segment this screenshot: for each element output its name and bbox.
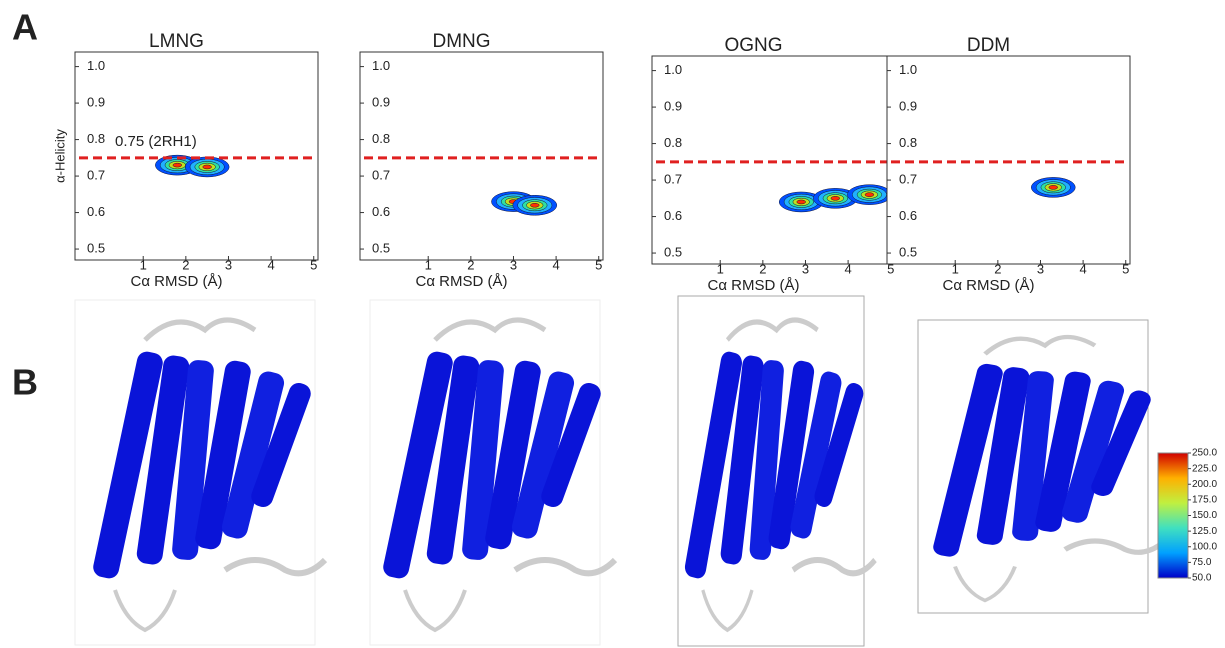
colorbar-tick-label: 225.0: [1192, 463, 1217, 474]
y-tick-label: 0.8: [372, 131, 390, 146]
y-tick-label: 0.7: [87, 168, 105, 183]
x-axis-label: Cα RMSD (Å): [131, 273, 223, 290]
density-contour: [203, 165, 212, 169]
y-tick-label: 0.6: [87, 204, 105, 219]
y-tick-label: 0.8: [899, 135, 917, 150]
y-tick-label: 0.9: [372, 95, 390, 110]
y-tick-label: 1.0: [664, 62, 682, 77]
density-contour: [797, 200, 806, 204]
y-tick-label: 0.6: [899, 208, 917, 223]
y-tick-label: 1.0: [87, 58, 105, 73]
colorbar-tick-label: 100.0: [1192, 541, 1217, 552]
y-tick-label: 0.5: [899, 244, 917, 259]
colorbar-tick-label: 75.0: [1192, 557, 1212, 568]
plot-area: [887, 56, 1130, 264]
plot-area: [360, 52, 603, 260]
y-tick-label: 0.9: [899, 99, 917, 114]
y-tick-label: 0.9: [87, 95, 105, 110]
chart-title: OGNG: [724, 35, 782, 56]
colorbar-tick-label: 200.0: [1192, 479, 1217, 490]
colorbar-tick-label: 125.0: [1192, 526, 1217, 537]
y-axis-label: α-Helicity: [52, 129, 67, 183]
panel-label: A: [12, 7, 38, 48]
y-tick-label: 0.7: [372, 168, 390, 183]
x-axis-label: Cα RMSD (Å): [943, 277, 1035, 294]
y-tick-label: 0.8: [87, 131, 105, 146]
colorbar-tick-label: 175.0: [1192, 495, 1217, 506]
y-tick-label: 0.9: [664, 99, 682, 114]
x-axis-label: Cα RMSD (Å): [416, 273, 508, 290]
y-tick-label: 1.0: [899, 62, 917, 77]
plot-area: [75, 52, 318, 260]
y-tick-label: 0.6: [372, 204, 390, 219]
colorbar-tick-label: 250.0: [1192, 448, 1217, 459]
y-tick-label: 0.8: [664, 135, 682, 150]
colorbar-tick-label: 50.0: [1192, 573, 1212, 584]
density-contour: [1049, 185, 1058, 189]
density-contour: [173, 163, 182, 167]
y-tick-label: 0.5: [87, 240, 105, 255]
chart-title: LMNG: [149, 31, 204, 52]
panel-label: B: [12, 362, 38, 403]
colorbar: [1158, 453, 1188, 578]
x-axis-label: Cα RMSD (Å): [708, 277, 800, 294]
density-contour: [831, 196, 840, 200]
y-tick-label: 0.6: [664, 208, 682, 223]
y-tick-label: 0.7: [899, 172, 917, 187]
chart-title: DMNG: [432, 31, 490, 52]
y-tick-label: 0.7: [664, 172, 682, 187]
reference-annotation: 0.75 (2RH1): [115, 133, 197, 150]
chart-title: DDM: [967, 35, 1010, 56]
density-contour: [530, 203, 539, 207]
y-tick-label: 0.5: [664, 244, 682, 259]
colorbar-tick-label: 150.0: [1192, 510, 1217, 521]
figure: A B LMNG Cα RMSD (Å) α-Helicity 0.5 0.6 0.7 0.…: [0, 0, 1225, 648]
plot-area: [652, 56, 895, 264]
density-contour: [865, 193, 874, 197]
y-tick-label: 0.5: [372, 240, 390, 255]
y-tick-label: 1.0: [372, 58, 390, 73]
